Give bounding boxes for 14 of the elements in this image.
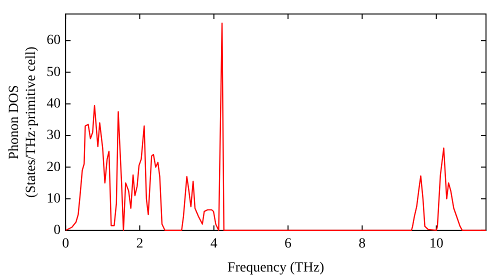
x-tick-label: 10 bbox=[429, 236, 444, 252]
y-tick-label: 30 bbox=[46, 128, 61, 144]
y-tick-label: 20 bbox=[46, 160, 61, 175]
y-axis-title: Phonon DOS (States/THz·primitive cell) bbox=[7, 46, 39, 198]
x-tick-label: 4 bbox=[210, 236, 218, 252]
y-tick-label: 40 bbox=[46, 96, 61, 112]
y-tick-label: 10 bbox=[46, 191, 61, 206]
y-tick-label: 60 bbox=[46, 33, 61, 48]
y-tick-label: 0 bbox=[54, 223, 61, 238]
x-tick-label: 8 bbox=[358, 236, 366, 252]
y-tick-label: 50 bbox=[46, 64, 61, 80]
x-tick-label: 2 bbox=[136, 236, 144, 252]
x-axis-title: Frequency (THz) bbox=[227, 260, 325, 276]
x-tick-label: 6 bbox=[284, 236, 292, 252]
